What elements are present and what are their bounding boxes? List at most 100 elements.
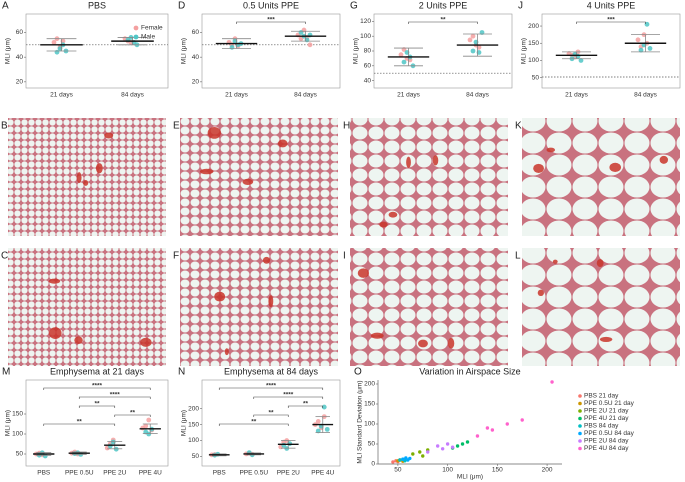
y-tick-label: 40 <box>16 54 24 61</box>
data-point <box>450 445 455 449</box>
legend-label: PPE 0.5U 84 day <box>584 430 635 437</box>
tissue-blob <box>388 211 398 218</box>
chart-title: Emphysema at 84 days <box>224 366 319 376</box>
chart-title: Emphysema at 21 days <box>50 366 145 376</box>
data-point <box>520 418 524 422</box>
tissue-blob <box>242 178 254 186</box>
y-tick-label: 60 <box>192 29 200 36</box>
legend-label: PPE 0.5U 21 day <box>584 400 635 407</box>
y-tick-label: 150 <box>188 421 199 428</box>
tissue-blob <box>268 295 274 308</box>
panel-label: D <box>178 1 185 12</box>
legend-marker <box>578 446 582 451</box>
x-tick-label: PPE 4U <box>139 470 162 477</box>
panel-label: M <box>2 367 10 378</box>
tissue-blob <box>609 162 622 172</box>
x-tick-label: 50 <box>394 467 402 474</box>
data-point <box>51 39 57 45</box>
data-point <box>440 447 445 451</box>
legend-label: PBS 84 day <box>584 423 619 430</box>
chart-title: 4 Units PPE <box>587 0 636 10</box>
data-point <box>324 426 330 432</box>
tissue-blob <box>199 168 214 175</box>
data-point <box>485 426 490 430</box>
significance-bracket <box>287 405 324 408</box>
tissue-blob <box>74 336 83 344</box>
tissue-blob <box>432 155 439 166</box>
x-tick-label: 200 <box>542 467 553 474</box>
y-axis-label: MLI Standard Deviation (μm) <box>357 380 364 463</box>
y-tick-label: 20 <box>192 79 200 86</box>
y-axis-label: MLI (μm) <box>521 38 528 64</box>
y-tick-label: 100 <box>528 57 539 64</box>
y-axis-label: MLI (μm) <box>353 38 360 64</box>
y-tick-label: 40 <box>364 77 372 84</box>
data-point <box>426 450 430 454</box>
x-tick-label: 21 days <box>225 92 249 99</box>
plot-frame <box>541 13 681 89</box>
y-tick-label: 120 <box>360 18 371 25</box>
legend-marker <box>578 401 582 406</box>
x-axis-label: MLI (μm) <box>457 474 483 481</box>
tissue-blob <box>370 332 384 339</box>
histology-image <box>8 118 166 236</box>
data-point <box>435 444 440 448</box>
legend-marker <box>578 424 582 428</box>
data-point <box>229 44 235 50</box>
data-point <box>401 59 407 65</box>
y-tick-label: 20 <box>16 79 24 86</box>
tissue-blob <box>140 337 152 347</box>
data-point <box>398 458 402 462</box>
panel-label: N <box>178 367 185 378</box>
tissue-blob <box>262 256 271 264</box>
y-tick-label: 60 <box>364 63 372 70</box>
y-tick-label: 50 <box>532 74 540 81</box>
x-tick-label: 150 <box>492 467 503 474</box>
y-tick-label: 60 <box>16 29 24 36</box>
data-point <box>398 52 404 58</box>
plot-frame <box>373 13 513 89</box>
significance-label: ** <box>77 419 83 426</box>
data-point <box>475 434 480 438</box>
tissue-blob <box>83 179 89 186</box>
chart-title: PBS <box>88 0 106 10</box>
legend-marker <box>578 416 582 421</box>
data-point <box>445 442 450 446</box>
x-tick-label: PBS <box>213 470 227 477</box>
panel-label: C <box>1 251 8 262</box>
y-tick-label: 40 <box>192 54 200 61</box>
tissue-blob <box>537 289 544 297</box>
tissue-blob <box>552 259 558 264</box>
data-point <box>315 419 321 424</box>
tissue-blob <box>546 147 556 153</box>
legend-label: Female <box>141 25 163 32</box>
x-tick-label: 84 days <box>466 92 490 99</box>
data-point <box>465 440 470 444</box>
legend-marker <box>133 25 139 31</box>
data-point <box>470 48 476 54</box>
significance-bracket <box>43 423 116 426</box>
significance-bracket <box>218 423 289 426</box>
data-point <box>411 452 415 456</box>
y-axis-label: MLI (μm) <box>5 38 12 64</box>
data-point <box>143 423 149 429</box>
tissue-blob <box>357 268 369 278</box>
tissue-blob <box>224 348 229 356</box>
legend-label: PPE 4U 21 day <box>584 415 629 422</box>
data-point <box>307 42 313 48</box>
y-tick-label: 200 <box>528 23 539 30</box>
histology-image <box>350 248 508 366</box>
plot-frame <box>201 379 341 467</box>
panel-label: K <box>515 121 522 132</box>
significance-label: ** <box>130 410 136 417</box>
data-point <box>490 428 495 432</box>
significance-bracket <box>114 414 151 417</box>
significance-label: *** <box>607 17 615 24</box>
chart-title: 0.5 Units PPE <box>243 0 299 10</box>
tissue-blob <box>49 327 62 340</box>
chart-title: 2 Units PPE <box>419 0 468 10</box>
x-tick-label: 84 days <box>294 92 318 99</box>
x-tick-label: 21 days <box>50 92 74 99</box>
panel-label: F <box>173 251 179 262</box>
plot-frame <box>25 13 169 89</box>
